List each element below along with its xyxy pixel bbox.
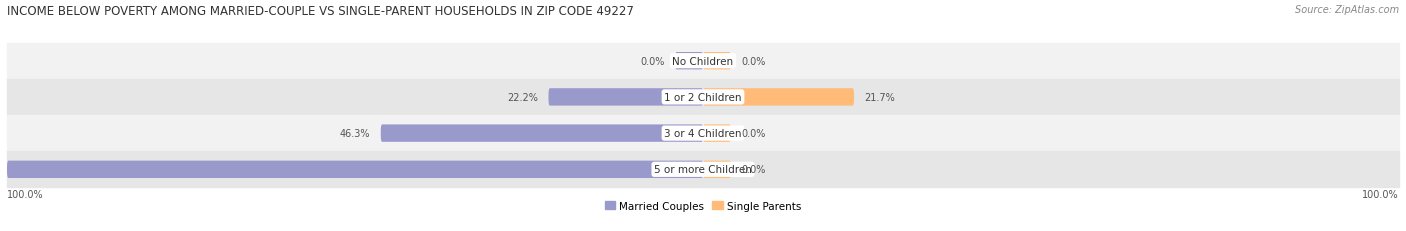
FancyBboxPatch shape <box>7 161 703 178</box>
Text: 0.0%: 0.0% <box>640 56 665 66</box>
Text: 46.3%: 46.3% <box>340 128 370 139</box>
Bar <box>7 43 1399 79</box>
FancyBboxPatch shape <box>381 125 703 142</box>
Text: 22.2%: 22.2% <box>508 92 538 103</box>
Text: No Children: No Children <box>672 56 734 66</box>
Text: 0.0%: 0.0% <box>741 128 766 139</box>
FancyBboxPatch shape <box>703 161 731 178</box>
Bar <box>7 116 1399 152</box>
Text: 21.7%: 21.7% <box>865 92 896 103</box>
Text: 5 or more Children: 5 or more Children <box>654 165 752 175</box>
FancyBboxPatch shape <box>548 89 703 106</box>
Text: Source: ZipAtlas.com: Source: ZipAtlas.com <box>1295 5 1399 15</box>
Text: 100.0%: 100.0% <box>1362 189 1399 199</box>
FancyBboxPatch shape <box>703 53 731 70</box>
Text: INCOME BELOW POVERTY AMONG MARRIED-COUPLE VS SINGLE-PARENT HOUSEHOLDS IN ZIP COD: INCOME BELOW POVERTY AMONG MARRIED-COUPL… <box>7 5 634 18</box>
FancyBboxPatch shape <box>703 125 731 142</box>
Legend: Married Couples, Single Parents: Married Couples, Single Parents <box>605 201 801 211</box>
Text: 0.0%: 0.0% <box>741 165 766 175</box>
Bar <box>7 79 1399 116</box>
Bar <box>7 152 1399 188</box>
FancyBboxPatch shape <box>675 53 703 70</box>
Text: 100.0%: 100.0% <box>7 189 44 199</box>
Text: 0.0%: 0.0% <box>741 56 766 66</box>
Text: 3 or 4 Children: 3 or 4 Children <box>664 128 742 139</box>
Text: 1 or 2 Children: 1 or 2 Children <box>664 92 742 103</box>
FancyBboxPatch shape <box>703 89 853 106</box>
